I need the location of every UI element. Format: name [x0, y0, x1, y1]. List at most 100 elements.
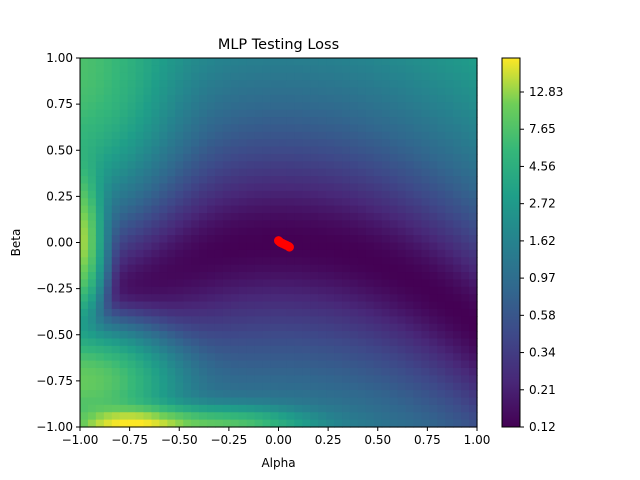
heatmap-cell [286, 153, 295, 162]
heatmap-cell [135, 139, 145, 148]
heatmap-cell [230, 235, 240, 244]
heatmap-cell [207, 279, 216, 288]
heatmap-cell [222, 87, 232, 96]
heatmap-cell [461, 212, 470, 221]
heatmap-cell [230, 153, 240, 162]
heatmap-cell [461, 390, 470, 399]
heatmap-cell [151, 390, 160, 399]
heatmap-cell [246, 390, 256, 399]
heatmap-cell [207, 58, 216, 66]
heatmap-cell [270, 264, 280, 273]
heatmap-cell [397, 286, 407, 295]
heatmap-cell [461, 124, 470, 133]
heatmap-cell [397, 183, 407, 192]
heatmap-cell [207, 124, 216, 133]
heatmap-cell [143, 109, 153, 118]
heatmap-cell [405, 198, 415, 207]
heatmap-cell [389, 227, 399, 236]
heatmap-cell [437, 308, 446, 317]
heatmap-cell [405, 109, 415, 118]
heatmap-cell [326, 205, 335, 214]
heatmap-cell [421, 220, 430, 229]
heatmap-cell [349, 264, 359, 273]
heatmap-cell [302, 212, 311, 221]
heatmap-cell [429, 397, 438, 406]
heatmap-cell [429, 419, 438, 428]
heatmap-cell [349, 131, 359, 140]
heatmap-cell [405, 161, 415, 170]
heatmap-cell [87, 65, 97, 74]
heatmap-cell [413, 161, 423, 170]
heatmap-cell [334, 382, 343, 391]
heatmap-cell [159, 131, 168, 140]
heatmap-cell [183, 360, 192, 369]
heatmap-cell [381, 183, 391, 192]
heatmap-cell [357, 146, 367, 155]
x-tick-label: 0.75 [414, 433, 441, 447]
heatmap-cell [183, 397, 192, 406]
heatmap-cell [87, 412, 97, 421]
heatmap-cell [326, 331, 335, 340]
heatmap-cell [183, 117, 192, 126]
heatmap-cell [286, 168, 295, 177]
heatmap-cell [254, 390, 264, 399]
heatmap-cell [278, 124, 288, 133]
heatmap-cell [326, 294, 335, 303]
heatmap-cell [413, 397, 423, 406]
heatmap-cell [461, 58, 470, 66]
heatmap-cell [342, 390, 351, 399]
heatmap-cell [103, 235, 113, 244]
heatmap-cell [294, 264, 303, 273]
heatmap-cell [222, 367, 232, 376]
heatmap-cell [445, 404, 454, 413]
heatmap-cell [207, 353, 216, 362]
heatmap-cell [294, 80, 303, 89]
heatmap-cell [214, 390, 224, 399]
heatmap-cell [214, 65, 224, 74]
heatmap-cell [159, 190, 168, 199]
heatmap-cell [397, 360, 407, 369]
heatmap-cell [151, 227, 160, 236]
heatmap-cell [429, 404, 438, 413]
heatmap-cell [334, 279, 343, 288]
heatmap-cell [207, 397, 216, 406]
heatmap-cell [278, 367, 288, 376]
heatmap-cell [103, 419, 113, 428]
heatmap-cell [127, 102, 137, 111]
heatmap-cell [111, 331, 121, 340]
heatmap-cell [270, 176, 280, 185]
heatmap-cell [469, 308, 478, 317]
heatmap-cell [405, 419, 415, 428]
heatmap-cell [437, 153, 446, 162]
heatmap-cell [199, 212, 208, 221]
heatmap-cell [135, 146, 145, 155]
heatmap-cell [302, 360, 311, 369]
heatmap-cell [207, 301, 216, 310]
heatmap-cell [127, 353, 137, 362]
heatmap-cell [230, 102, 240, 111]
heatmap-cell [183, 382, 192, 391]
heatmap-cell [143, 323, 153, 332]
heatmap-cell [87, 294, 97, 303]
heatmap-cell [445, 242, 454, 251]
heatmap-cell [143, 390, 153, 399]
heatmap-cell [469, 176, 478, 185]
heatmap-cell [159, 205, 168, 214]
heatmap-cell [469, 404, 478, 413]
heatmap-cell [95, 353, 105, 362]
heatmap-cell [230, 109, 240, 118]
heatmap-cell [246, 294, 256, 303]
heatmap-cell [453, 102, 462, 111]
heatmap-cell [373, 375, 383, 384]
heatmap-cell [246, 131, 256, 140]
heatmap-cell [175, 308, 184, 317]
heatmap-cell [238, 294, 248, 303]
heatmap-cell [310, 146, 319, 155]
heatmap-cell [103, 390, 113, 399]
heatmap-cell [214, 331, 224, 340]
heatmap-cell [167, 316, 176, 325]
heatmap-cell [357, 80, 367, 89]
heatmap-cell [381, 227, 391, 236]
heatmap-cell [103, 331, 113, 340]
heatmap-cell [469, 139, 478, 148]
